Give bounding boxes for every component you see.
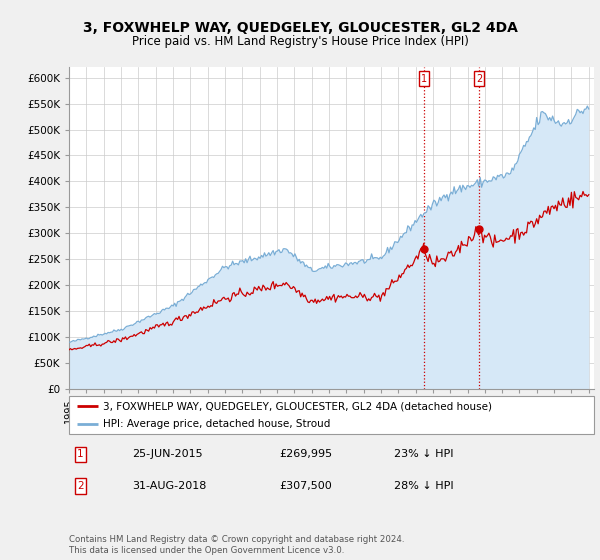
Text: 2: 2 — [77, 481, 84, 491]
Text: 3, FOXWHELP WAY, QUEDGELEY, GLOUCESTER, GL2 4DA: 3, FOXWHELP WAY, QUEDGELEY, GLOUCESTER, … — [83, 21, 517, 35]
Text: 2: 2 — [476, 73, 482, 83]
Text: 1: 1 — [421, 73, 427, 83]
Text: Price paid vs. HM Land Registry's House Price Index (HPI): Price paid vs. HM Land Registry's House … — [131, 35, 469, 48]
Text: 23% ↓ HPI: 23% ↓ HPI — [395, 449, 454, 459]
Text: 28% ↓ HPI: 28% ↓ HPI — [395, 481, 454, 491]
Text: £307,500: £307,500 — [279, 481, 332, 491]
Text: 31-AUG-2018: 31-AUG-2018 — [132, 481, 206, 491]
Text: HPI: Average price, detached house, Stroud: HPI: Average price, detached house, Stro… — [103, 419, 331, 430]
Text: £269,995: £269,995 — [279, 449, 332, 459]
FancyBboxPatch shape — [69, 396, 594, 434]
Text: 3, FOXWHELP WAY, QUEDGELEY, GLOUCESTER, GL2 4DA (detached house): 3, FOXWHELP WAY, QUEDGELEY, GLOUCESTER, … — [103, 401, 492, 411]
Text: 1: 1 — [77, 449, 84, 459]
Text: Contains HM Land Registry data © Crown copyright and database right 2024.
This d: Contains HM Land Registry data © Crown c… — [69, 535, 404, 555]
Text: 25-JUN-2015: 25-JUN-2015 — [132, 449, 203, 459]
